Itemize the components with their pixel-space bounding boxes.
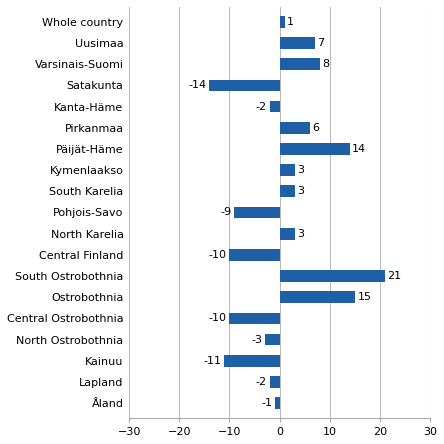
Bar — [280, 291, 355, 303]
Bar — [280, 37, 315, 49]
Text: 8: 8 — [322, 59, 329, 69]
Bar — [280, 122, 309, 134]
Bar — [210, 79, 280, 91]
Text: -2: -2 — [256, 377, 267, 387]
Text: 7: 7 — [317, 38, 324, 48]
Text: -10: -10 — [209, 313, 227, 323]
Text: -9: -9 — [221, 207, 232, 218]
Text: -3: -3 — [251, 335, 262, 345]
Text: 14: 14 — [353, 144, 366, 154]
Text: 6: 6 — [312, 123, 319, 133]
Bar — [230, 313, 280, 324]
Text: 21: 21 — [388, 271, 401, 281]
Bar — [274, 397, 280, 409]
Bar — [224, 355, 280, 367]
Bar — [230, 249, 280, 261]
Bar — [280, 164, 295, 176]
Bar — [280, 270, 385, 282]
Text: 1: 1 — [287, 17, 294, 27]
Bar — [280, 58, 320, 70]
Text: 15: 15 — [357, 292, 371, 302]
Text: -14: -14 — [189, 80, 207, 90]
Bar — [270, 376, 280, 388]
Text: -2: -2 — [256, 102, 267, 111]
Bar — [270, 101, 280, 112]
Text: 3: 3 — [297, 165, 304, 175]
Bar — [265, 334, 280, 345]
Bar — [234, 206, 280, 218]
Bar — [280, 143, 350, 155]
Text: -10: -10 — [209, 250, 227, 260]
Text: -1: -1 — [261, 398, 272, 408]
Text: 3: 3 — [297, 229, 304, 239]
Text: -11: -11 — [204, 356, 222, 366]
Bar — [280, 186, 295, 197]
Bar — [280, 228, 295, 239]
Text: 3: 3 — [297, 186, 304, 196]
Bar — [280, 16, 285, 28]
